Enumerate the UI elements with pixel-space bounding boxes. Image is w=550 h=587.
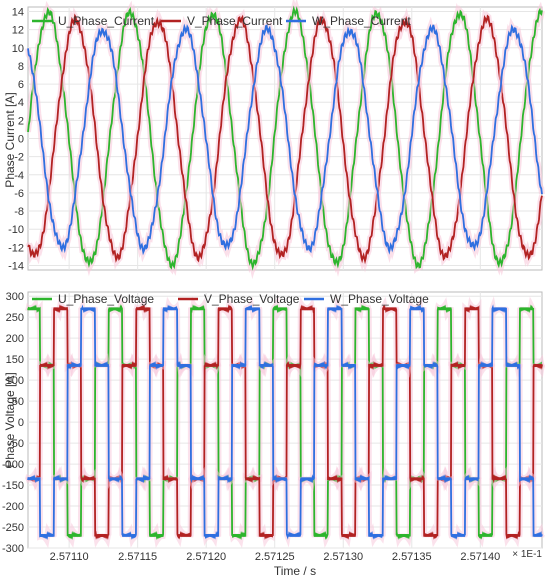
x-axis-ticks: 2.57110 2.57115 2.57120 2.57125 2.57130 2.571… xyxy=(50,551,501,563)
y-tick-label: -100 xyxy=(2,459,24,471)
x-tick-label: 2.57115 xyxy=(118,551,157,563)
y-tick-label: -10 xyxy=(8,224,24,236)
y-tick-label: 6 xyxy=(18,79,24,91)
x-axis-multiplier: × 1E-1 xyxy=(512,549,542,560)
x-tick-label: 2.57120 xyxy=(186,551,226,563)
y-tick-label: 250 xyxy=(6,312,24,324)
y-tick-label: 0 xyxy=(18,134,24,146)
current-y-ticks: 14 12 10 8 6 4 2 0 -2 -4 -6 -8 -10 -12 -14 xyxy=(8,7,24,273)
legend-label: V_Phase_Voltage xyxy=(204,292,300,306)
y-tick-label: 200 xyxy=(6,333,24,345)
y-tick-label: 2 xyxy=(18,115,24,127)
series-line-V_Phase_Current xyxy=(27,13,543,265)
legend-label: U_Phase_Voltage xyxy=(58,292,154,306)
y-tick-label: -150 xyxy=(2,480,24,492)
y-tick-label: 4 xyxy=(18,97,24,109)
y-tick-label: -14 xyxy=(8,260,24,272)
voltage-series xyxy=(25,295,545,549)
y-tick-label: 8 xyxy=(18,61,24,73)
legend-label: W_Phase_Current xyxy=(312,14,411,28)
current-series xyxy=(25,0,545,280)
y-tick-label: -300 xyxy=(2,543,24,555)
current-panel: 14 12 10 8 6 4 2 0 -2 -4 -6 -8 -10 -12 -14 U_Phase_Cur… xyxy=(3,0,545,280)
y-tick-label: 12 xyxy=(12,25,24,37)
y-tick-label: 300 xyxy=(6,291,24,303)
series-line-U_Phase_Current xyxy=(27,5,543,271)
y-tick-label: 150 xyxy=(6,354,24,366)
legend-label: U_Phase_Current xyxy=(58,14,155,28)
y-tick-label: -4 xyxy=(14,170,24,182)
y-tick-label: -2 xyxy=(14,152,24,164)
y-tick-label: -12 xyxy=(8,242,24,254)
voltage-y-axis-label: Phase Voltage [A] xyxy=(3,372,17,467)
y-tick-label: -200 xyxy=(2,501,24,513)
series-line-W_Phase_Voltage xyxy=(27,304,543,541)
y-tick-label: -50 xyxy=(8,438,24,450)
y-tick-label: 100 xyxy=(6,375,24,387)
voltage-y-ticks: 300 250 200 150 100 50 0 -50 -100 -150 -200 -250 -30… xyxy=(2,291,24,555)
x-tick-label: 2.57140 xyxy=(460,551,500,563)
x-tick-label: 2.57130 xyxy=(323,551,363,563)
x-tick-label: 2.57110 xyxy=(50,551,89,563)
voltage-legend: U_Phase_Voltage V_Phase_Voltage W_Phase_Vo… xyxy=(32,292,429,306)
series-line-W_Phase_Current xyxy=(27,23,543,256)
y-tick-label: 50 xyxy=(12,396,24,408)
y-tick-label: 10 xyxy=(12,43,24,55)
x-tick-label: 2.57135 xyxy=(392,551,432,563)
y-tick-label: 14 xyxy=(12,7,24,19)
y-tick-label: -250 xyxy=(2,522,24,534)
x-tick-label: 2.57125 xyxy=(255,551,295,563)
legend-label: W_Phase_Voltage xyxy=(330,292,429,306)
y-tick-label: -8 xyxy=(14,206,24,218)
current-legend: U_Phase_Current V_Phase_Current W_Phase_Cu… xyxy=(32,14,411,28)
voltage-panel: 300 250 200 150 100 50 0 -50 -100 -150 -200 -250 -30… xyxy=(2,291,545,578)
y-tick-label: -6 xyxy=(14,188,24,200)
y-tick-label: 0 xyxy=(18,417,24,429)
legend-label: V_Phase_Current xyxy=(187,14,283,28)
x-axis-label: Time / s xyxy=(274,564,316,578)
current-y-axis-label: Phase Current [A] xyxy=(3,92,17,187)
